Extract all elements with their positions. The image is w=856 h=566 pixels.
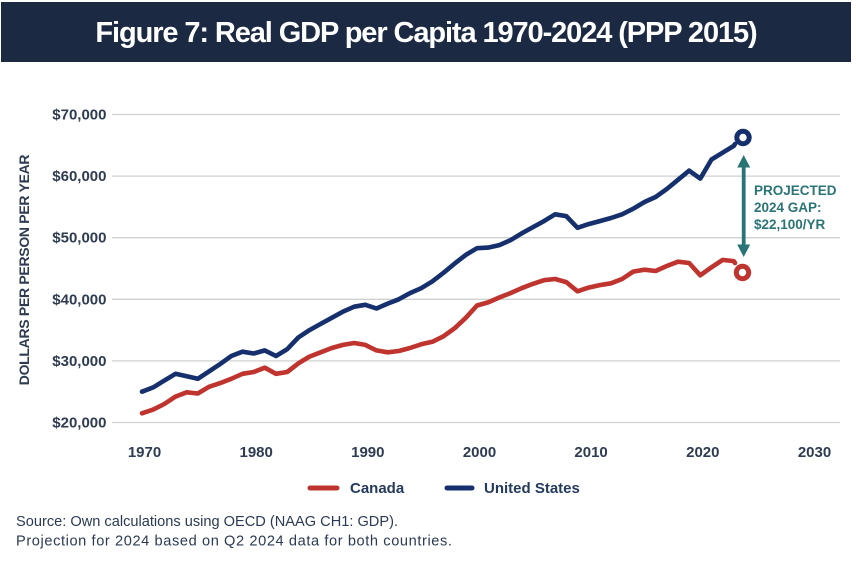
svg-text:2010: 2010 [574,444,607,461]
svg-text:1990: 1990 [351,444,384,461]
svg-text:$22,100/YR: $22,100/YR [754,217,826,232]
svg-text:2024 GAP:: 2024 GAP: [754,200,822,215]
svg-text:2030: 2030 [798,444,831,461]
svg-text:Canada: Canada [350,480,405,497]
svg-text:2000: 2000 [463,444,496,461]
svg-text:PROJECTED: PROJECTED [754,183,837,198]
svg-text:2020: 2020 [686,444,719,461]
svg-text:$20,000: $20,000 [52,415,106,432]
svg-text:$60,000: $60,000 [52,168,106,185]
svg-text:Projection for 2024 based on Q: Projection for 2024 based on Q2 2024 dat… [16,534,453,550]
svg-text:United States: United States [484,480,580,497]
svg-text:$70,000: $70,000 [52,107,106,124]
svg-text:Source: Own calculations using: Source: Own calculations using OECD (NAA… [16,514,398,530]
svg-text:$40,000: $40,000 [52,291,106,308]
svg-text:1970: 1970 [128,444,161,461]
svg-text:$30,000: $30,000 [52,353,106,370]
svg-text:DOLLARS PER PERSON PER YEAR: DOLLARS PER PERSON PER YEAR [16,155,32,386]
svg-text:1980: 1980 [240,444,273,461]
svg-text:$50,000: $50,000 [52,230,106,247]
